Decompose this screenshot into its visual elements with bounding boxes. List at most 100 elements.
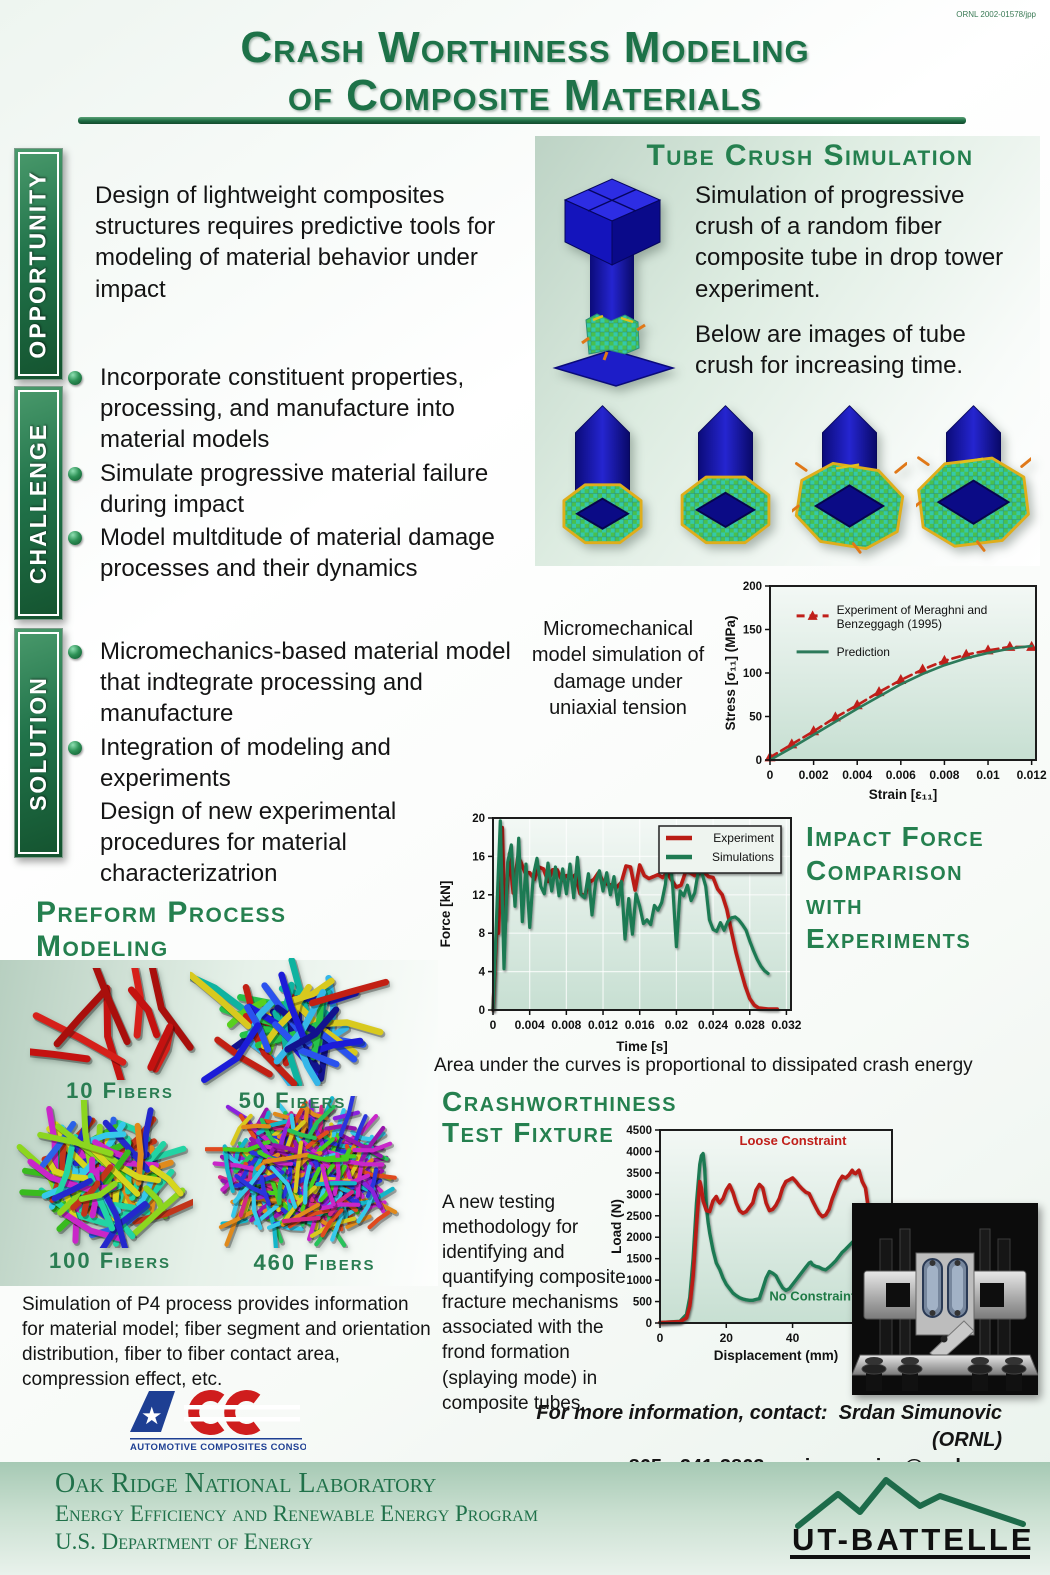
challenge-bullet-1: Incorporate constituent properties, proc… xyxy=(66,362,518,456)
svg-text:500: 500 xyxy=(633,1297,652,1309)
bullet-icon xyxy=(68,371,82,385)
fiber-label-460: 460 Fibers xyxy=(253,1250,376,1275)
test-fixture-text: A new testing methodology for identifyin… xyxy=(442,1192,626,1414)
poster-title: Crash Worthiness Modeling of Composite M… xyxy=(0,23,1050,121)
acc-logo: ★ AUTOMOTIVE COMPOSITES CONSORTIUM xyxy=(130,1390,306,1453)
svg-text:0.008: 0.008 xyxy=(929,768,959,782)
crush-zone xyxy=(585,313,640,355)
tube-crush-heading: Tube Crush Simulation xyxy=(646,139,974,172)
acc-star-icon: ★ xyxy=(141,1403,163,1430)
svg-text:1500: 1500 xyxy=(626,1254,652,1266)
bullet-icon xyxy=(68,645,82,659)
svg-text:20: 20 xyxy=(720,1331,734,1345)
test-fixture-photo xyxy=(852,1203,1038,1395)
acc-c2 xyxy=(224,1390,261,1435)
svg-text:200: 200 xyxy=(743,581,762,593)
solution-bullet-2: Integration of modeling and experiments xyxy=(66,732,518,794)
svg-text:No Constraint: No Constraint xyxy=(769,1289,856,1304)
bolts xyxy=(861,1357,1027,1391)
impact-comparison-heading: Impact Force Comparison with Experiments xyxy=(806,821,985,955)
svg-text:8: 8 xyxy=(479,928,486,940)
document-number: ORNL 2002-01578/jpp xyxy=(956,10,1036,19)
svg-text:0.008: 0.008 xyxy=(551,1018,581,1032)
svg-text:50: 50 xyxy=(749,712,762,724)
svg-text:0.012: 0.012 xyxy=(1017,768,1047,782)
svg-text:0.016: 0.016 xyxy=(625,1018,655,1032)
svg-text:0: 0 xyxy=(646,1318,652,1330)
mountain-icon xyxy=(795,1477,1026,1529)
svg-text:Strain [ε₁₁]: Strain [ε₁₁] xyxy=(869,787,938,802)
svg-text:4000: 4000 xyxy=(626,1146,652,1158)
title-line-2: of Composite Materials xyxy=(287,71,763,121)
svg-text:2000: 2000 xyxy=(626,1232,652,1244)
svg-text:150: 150 xyxy=(743,625,762,637)
tube-crush-para-2: Below are images of tube crush for incre… xyxy=(695,320,966,379)
acc-c1 xyxy=(188,1390,225,1435)
svg-text:Simulations: Simulations xyxy=(712,850,774,864)
crush-sequence-frame-4 xyxy=(910,398,1034,560)
fiber-label-10: 10 Fibers xyxy=(66,1078,174,1103)
svg-text:Experiment of Meraghni and: Experiment of Meraghni and xyxy=(837,603,988,617)
bullet-icon xyxy=(68,466,82,481)
title-line-1: Crash Worthiness Modeling xyxy=(240,23,810,72)
crush-sequence-frame-2 xyxy=(668,398,783,560)
solution-extra-line: Design of new experimental procedures fo… xyxy=(100,797,397,888)
solution-label-text: SOLUTION xyxy=(25,675,51,811)
svg-text:0.004: 0.004 xyxy=(842,768,872,782)
sidebar-label-opportunity: OPPORTUNITY xyxy=(14,148,63,380)
test-fixture-heading: Crashworthiness Test Fixture xyxy=(442,1086,677,1149)
fiber-graphic-100 xyxy=(8,1094,201,1261)
svg-text:1000: 1000 xyxy=(626,1275,652,1287)
area-note: Area under the curves is proportional to… xyxy=(434,1055,973,1076)
svg-text:100: 100 xyxy=(743,668,762,680)
svg-text:4: 4 xyxy=(479,967,486,979)
svg-text:Stress [σ₁₁] (MPa): Stress [σ₁₁] (MPa) xyxy=(723,616,738,731)
svg-text:0.032: 0.032 xyxy=(771,1018,801,1032)
svg-text:Loose Constraint: Loose Constraint xyxy=(740,1133,848,1148)
micromech-caption: Micromechanical model simulation of dama… xyxy=(531,618,705,720)
preform-heading: Preform Process Modeling xyxy=(36,896,287,963)
opportunity-text: Design of lightweight composites structu… xyxy=(95,182,496,303)
ut-battelle-text: UT-BATTELLE xyxy=(792,1522,1033,1557)
svg-text:0.024: 0.024 xyxy=(698,1018,728,1032)
impact-force-chart: 0 0.004 0.008 0.012 0.016 0.02 0.024 0.028 0.032… xyxy=(437,806,805,1061)
title-divider xyxy=(78,117,966,124)
svg-text:0.028: 0.028 xyxy=(735,1018,765,1032)
bullet-icon xyxy=(68,530,82,545)
svg-text:Force [kN]: Force [kN] xyxy=(438,881,453,948)
base-plate xyxy=(552,349,676,387)
solution-bullet-1: Micromechanics-based material model that… xyxy=(66,636,518,730)
svg-text:Displacement (mm): Displacement (mm) xyxy=(714,1348,839,1363)
svg-text:16: 16 xyxy=(472,851,485,863)
sidebar-label-challenge: CHALLENGE xyxy=(14,386,63,620)
acc-subtext: AUTOMOTIVE COMPOSITES CONSORTIUM xyxy=(130,1442,306,1453)
svg-text:0.012: 0.012 xyxy=(588,1018,618,1032)
svg-text:2500: 2500 xyxy=(626,1211,652,1223)
svg-text:0.006: 0.006 xyxy=(886,768,916,782)
svg-text:Benzeggagh (1995): Benzeggagh (1995) xyxy=(837,617,942,631)
fiber-graphic-10 xyxy=(15,946,210,1089)
svg-text:Experiment: Experiment xyxy=(713,831,774,845)
challenge-label-text: CHALLENGE xyxy=(25,422,51,584)
stress-strain-chart: 0 0.002 0.004 0.006 0.008 0.01 0.012 0 50 100 150 2… xyxy=(722,576,1048,809)
fiber-label-100: 100 Fibers xyxy=(48,1248,172,1273)
fiber-graphic-460 xyxy=(204,1090,405,1254)
contact-line-1: For more information, contact: Srdan Sim… xyxy=(536,1402,1002,1451)
tube-crush-hero-graphic xyxy=(552,178,676,387)
svg-text:4500: 4500 xyxy=(626,1125,652,1137)
fiber-graphic-50 xyxy=(177,956,391,1091)
svg-text:Time [s]: Time [s] xyxy=(616,1039,668,1054)
svg-text:0: 0 xyxy=(657,1331,664,1345)
svg-text:0: 0 xyxy=(490,1018,497,1032)
footer-organization: Oak Ridge National Laboratory Energy Eff… xyxy=(55,1468,695,1555)
fiber-label-50: 50 Fibers xyxy=(238,1088,347,1113)
svg-text:12: 12 xyxy=(472,890,485,902)
svg-text:0: 0 xyxy=(767,768,774,782)
crush-sequence-frame-1 xyxy=(545,398,660,560)
challenge-bullet-3: Model multditude of material damage proc… xyxy=(66,522,518,584)
svg-text:20: 20 xyxy=(472,813,485,825)
svg-text:0.01: 0.01 xyxy=(976,768,1000,782)
svg-text:0.002: 0.002 xyxy=(799,768,829,782)
footer-line-3: U.S. Department of Energy xyxy=(55,1528,313,1554)
